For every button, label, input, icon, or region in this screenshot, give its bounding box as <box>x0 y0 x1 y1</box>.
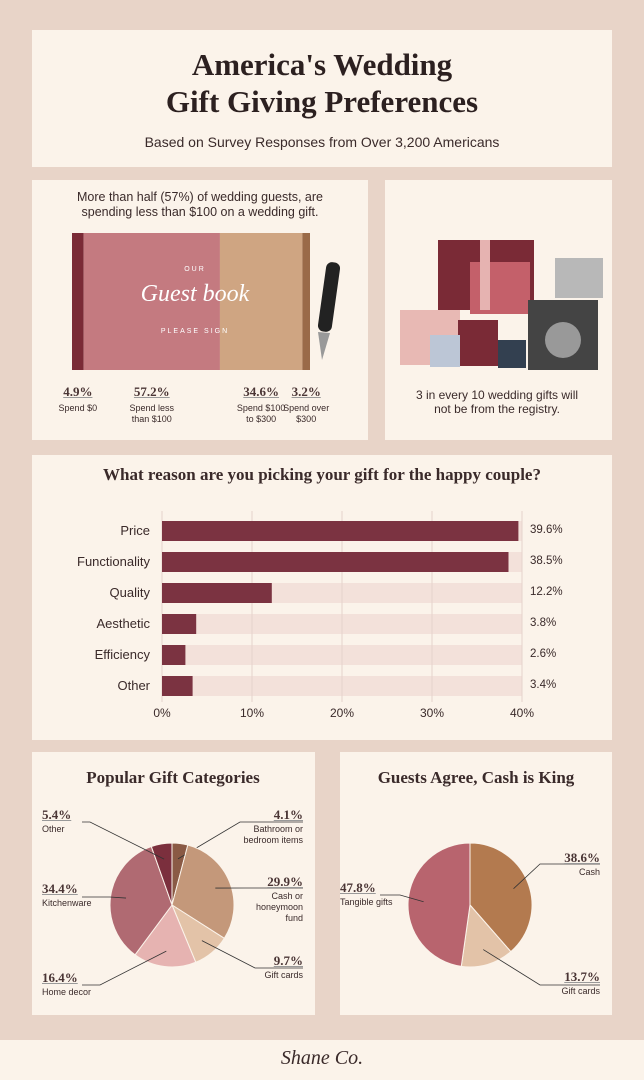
value-label: 12.2% <box>530 586 563 598</box>
chart-title: More than half (57%) of wedding guests, … <box>77 190 323 219</box>
pie-slice <box>469 842 533 953</box>
category-label: Kitchenware <box>42 898 92 908</box>
leader-line <box>513 863 600 889</box>
category-label: Home decor <box>42 987 92 997</box>
leader-line <box>82 821 165 860</box>
value-label: 3.4% <box>530 679 557 691</box>
book-segment <box>302 233 310 370</box>
leader-line <box>82 950 167 986</box>
chart-title: Popular Gift Categories <box>86 768 260 787</box>
header-panel <box>32 30 612 167</box>
category-label: Bathroom or bedroom items <box>243 824 303 845</box>
pen <box>317 262 341 360</box>
cover-text: Guest book <box>140 281 250 307</box>
leader-line <box>82 896 127 899</box>
bar <box>162 552 509 572</box>
pie-slice <box>460 903 512 968</box>
y-tick-label: Functionality <box>77 554 150 569</box>
value-label: 34.4% <box>42 881 78 896</box>
bar <box>162 521 519 541</box>
x-tick-label: 30% <box>419 706 445 720</box>
cover-text: PLEASE SIGN <box>160 328 230 335</box>
bar <box>162 676 193 696</box>
brand: Shane Co. <box>280 1047 364 1069</box>
x-tick-label: 40% <box>509 706 535 720</box>
bar <box>162 583 272 603</box>
y-tick-label: Efficiency <box>94 647 150 662</box>
value-label: 2.6% <box>530 648 557 660</box>
book-segment <box>83 233 220 370</box>
pie-slice <box>407 842 471 967</box>
category-label: Tangible gifts <box>340 897 393 907</box>
pie-slice <box>134 903 197 968</box>
bar <box>162 614 197 634</box>
value-label: 34.6% <box>243 384 280 399</box>
category-label: Cash <box>578 867 600 877</box>
pie-slice <box>109 845 173 956</box>
category-label: Gift cards <box>264 970 303 980</box>
leader-line <box>483 949 600 986</box>
value-label: 4.1% <box>273 807 303 822</box>
category-label: Other <box>42 824 65 834</box>
value-label: 38.5% <box>530 555 563 567</box>
value-label: 57.2% <box>133 384 170 399</box>
x-tick-label: 10% <box>239 706 265 720</box>
bar <box>162 645 186 665</box>
value-label: 47.8% <box>340 880 376 895</box>
leader-line <box>380 894 424 903</box>
value-label: 9.7% <box>273 953 303 968</box>
x-tick-label: 0% <box>153 706 171 720</box>
chart-title: Guests Agree, Cash is King <box>377 768 575 787</box>
book-segment <box>219 233 303 370</box>
title: America's Wedding Gift Giving Preference… <box>165 47 479 120</box>
category-label: Cash or honeymoon fund <box>255 891 303 923</box>
value-label: 3.2% <box>291 384 321 399</box>
y-tick-label: Aesthetic <box>96 616 150 631</box>
category-label: Spend $0 <box>58 403 98 413</box>
gifts-caption: 3 in every 10 wedding gifts will not be … <box>415 388 579 417</box>
value-label: 4.9% <box>63 384 93 399</box>
category-label: Spend over $300 <box>283 403 330 424</box>
value-label: 3.8% <box>530 617 557 629</box>
value-label: 16.4% <box>42 970 78 985</box>
value-label: 29.9% <box>267 874 303 889</box>
leader-line <box>201 940 303 969</box>
value-label: 13.7% <box>564 969 600 984</box>
category-label: Gift cards <box>561 986 600 996</box>
y-tick-label: Other <box>117 678 150 693</box>
pie-slice <box>150 842 173 906</box>
value-label: 5.4% <box>42 807 72 822</box>
value-label: 39.6% <box>530 524 563 536</box>
y-tick-label: Quality <box>109 585 150 600</box>
category-label: Spend less than $100 <box>129 403 175 424</box>
book-segment <box>72 233 84 370</box>
gift-illustration <box>400 240 603 370</box>
leader-line <box>177 821 303 860</box>
y-tick-label: Price <box>120 523 150 538</box>
category-label: Spend $100 to $300 <box>236 403 286 424</box>
cover-text: OUR <box>184 266 206 273</box>
value-label: 38.6% <box>564 850 600 865</box>
subtitle: Based on Survey Responses from Over 3,20… <box>144 134 500 150</box>
chart-title: What reason are you picking your gift fo… <box>103 465 541 484</box>
x-tick-label: 20% <box>329 706 355 720</box>
pie-slice <box>171 844 235 940</box>
footer-bar <box>0 1040 644 1080</box>
